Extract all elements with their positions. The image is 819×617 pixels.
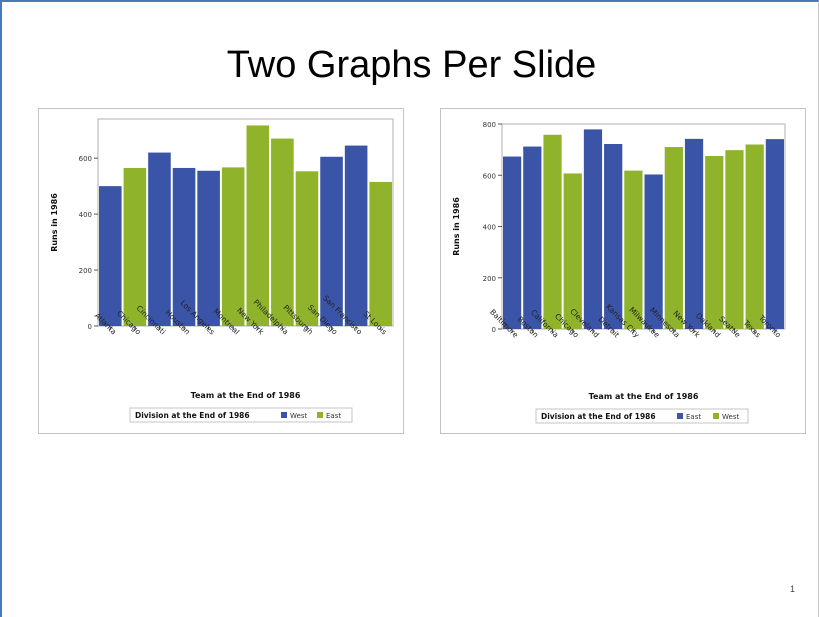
legend-label-west: West	[722, 413, 739, 421]
page-number: 1	[790, 584, 796, 594]
legend: Division at the End of 1986 East West	[535, 408, 749, 424]
bar-detroit	[604, 143, 623, 329]
bar-los-angeles	[197, 170, 220, 326]
y-tick-label: 0	[88, 323, 92, 331]
x-axis-title: Team at the End of 1986	[191, 391, 301, 400]
legend-label-east: East	[326, 412, 341, 420]
bar-st-louis	[369, 181, 392, 326]
x-axis-title: Team at the End of 1986	[589, 392, 699, 401]
legend-label-east: East	[686, 413, 701, 421]
bar-new-york	[246, 125, 270, 327]
bar-boston	[523, 146, 542, 329]
y-tick-label: 400	[483, 224, 496, 232]
legend: Division at the End of 1986 West East	[129, 407, 353, 423]
bar-chicago	[563, 173, 582, 329]
legend-swatch-west	[281, 412, 287, 418]
bar-montreal	[221, 167, 245, 326]
bar-minnesota	[664, 147, 683, 329]
y-tick-label: 200	[483, 275, 496, 283]
y-tick-label: 600	[79, 155, 92, 163]
legend-swatch-east	[317, 412, 323, 418]
bar-pittsburgh	[295, 171, 319, 326]
legend-label-west: West	[290, 412, 307, 420]
bar-toronto	[765, 139, 784, 329]
y-tick-label: 600	[483, 172, 496, 180]
chart-right: 0 200 400 600 800 Baltimore Boston California Ch…	[440, 108, 806, 434]
chart-right-svg: 0200400600800BaltimoreBostonCaliforniaCh…	[452, 121, 786, 424]
y-tick-label: 0	[492, 326, 496, 334]
legend-title: Division at the End of 1986	[135, 411, 250, 420]
legend-frame	[535, 408, 749, 424]
y-axis-title: Runs in 1986	[50, 193, 59, 252]
bar-new-york	[684, 138, 704, 329]
y-axis-title: Runs in 1986	[452, 197, 461, 256]
slide-title: Two Graphs Per Slide	[226, 44, 597, 86]
y-tick-label: 800	[483, 121, 496, 129]
bar-milwaukee	[644, 174, 663, 329]
legend-frame	[129, 407, 353, 423]
bar-oakland	[705, 156, 724, 329]
bar-cleveland	[583, 129, 603, 329]
legend-title: Division at the End of 1986	[541, 412, 656, 421]
bar-california	[543, 134, 562, 329]
legend-swatch-west	[713, 413, 719, 419]
bar-kansas-city	[624, 170, 643, 329]
bar-houston	[172, 167, 196, 326]
bar-chicago	[123, 167, 147, 326]
y-tick-label: 400	[79, 211, 92, 219]
bar-cincinnati	[148, 152, 171, 326]
bar-baltimore	[503, 156, 522, 329]
chart-left-svg: 0200400600AtlantaChicagoCincinnatiHousto…	[50, 118, 394, 423]
legend-swatch-east	[677, 413, 683, 419]
y-tick-label: 200	[79, 267, 92, 275]
bar-philadelphia	[271, 138, 294, 326]
bar-atlanta	[99, 186, 122, 326]
bar-san-francisco	[344, 145, 368, 326]
bar-san-diego	[320, 156, 343, 326]
plot-area-frame	[97, 118, 394, 327]
bar-seattle	[725, 150, 744, 329]
bar-texas	[745, 144, 764, 329]
chart-left: 0 200 400 600 Atlanta Chicago Cincinnati Housto…	[38, 108, 404, 434]
